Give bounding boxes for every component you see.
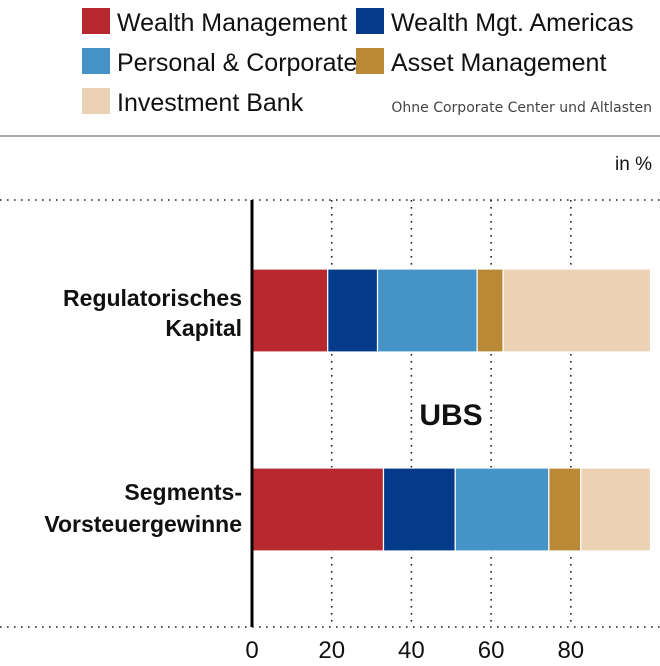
- legend-swatch: [82, 88, 110, 114]
- bar-segment: [580, 467, 652, 552]
- center-label: UBS: [419, 399, 482, 432]
- x-tick-label: 80: [557, 637, 584, 664]
- legend-swatch: [356, 48, 384, 74]
- unit-label: in %: [615, 154, 652, 175]
- bars: [251, 268, 652, 552]
- bar-segment: [251, 268, 329, 353]
- bar-segment: [376, 268, 478, 353]
- category-label: Kapital: [165, 315, 242, 341]
- source-note: Ohne Corporate Center und Altlasten: [391, 100, 652, 116]
- bar-segment: [502, 268, 652, 353]
- bar-segment: [454, 467, 550, 552]
- legend-swatch: [82, 48, 110, 74]
- bar-segment: [251, 467, 385, 552]
- legend-label: Personal & Corporate: [117, 49, 357, 77]
- legend-swatch: [356, 8, 384, 34]
- bar-segment: [548, 467, 582, 552]
- x-tick-label: 20: [318, 637, 345, 664]
- legend-label: Wealth Mgt. Americas: [391, 9, 634, 37]
- category-labels: Regulatorisches Kapital Segments- Vorsteuer…: [44, 285, 242, 537]
- bar-segment: [327, 268, 379, 353]
- legend-label: Investment Bank: [117, 89, 304, 117]
- x-tick-label: 0: [245, 637, 258, 664]
- x-tick-labels: 0 20 40 60 80: [245, 637, 584, 664]
- gridlines: [0, 199, 660, 628]
- category-label: Regulatorisches: [63, 285, 242, 311]
- x-tick-label: 60: [478, 637, 505, 664]
- category-label: Segments-: [124, 479, 242, 505]
- bar-segment: [382, 467, 456, 552]
- legend-swatch: [82, 8, 110, 34]
- legend: Wealth Management Wealth Mgt. Americas Per…: [82, 8, 634, 117]
- category-label: Vorsteuergewinne: [44, 511, 242, 537]
- bar-segment: [476, 268, 504, 353]
- x-tick-label: 40: [398, 637, 425, 664]
- legend-label: Asset Management: [391, 49, 606, 77]
- legend-label: Wealth Management: [117, 9, 347, 37]
